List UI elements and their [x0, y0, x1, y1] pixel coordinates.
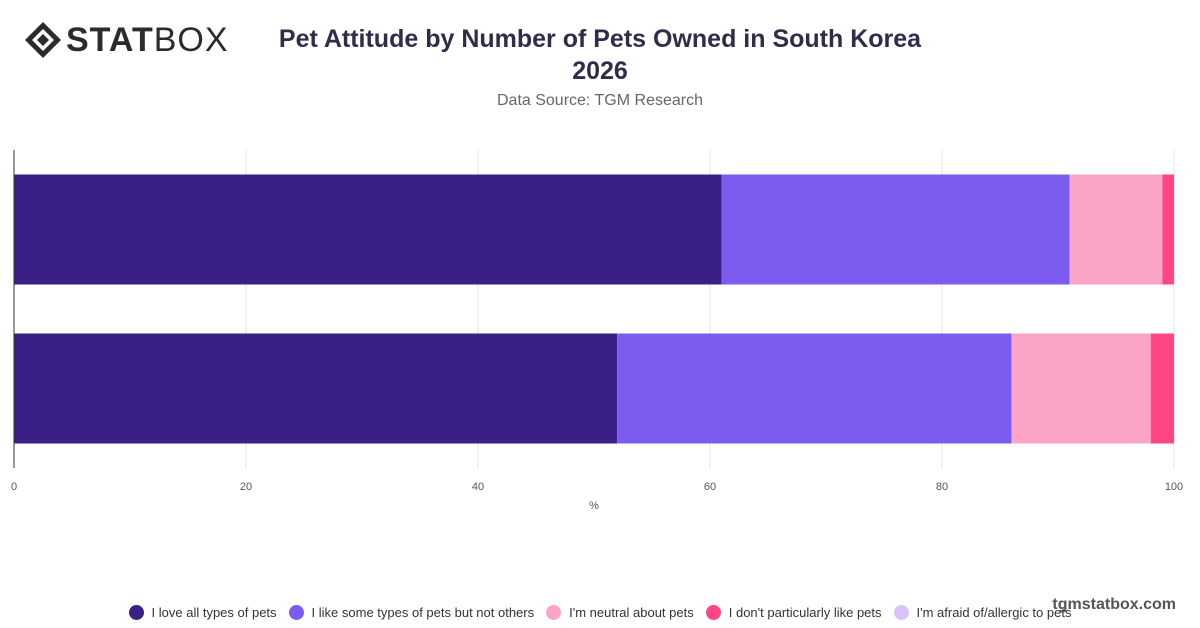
- bar-segment: [1162, 174, 1174, 285]
- legend-swatch: [546, 604, 562, 620]
- logo-text-bold: STAT: [66, 20, 154, 59]
- x-tick-label: 60: [704, 481, 716, 493]
- x-tick-label: 80: [936, 481, 948, 493]
- bar-segment: [617, 333, 1012, 444]
- legend-item[interactable]: I don't particularly like pets: [705, 604, 882, 620]
- legend-label: I'm afraid of/allergic to pets: [916, 604, 1072, 620]
- x-tick-label: 100: [1165, 481, 1183, 493]
- legend-swatch: [893, 604, 909, 620]
- chart-legend: I love all types of pets I like some type…: [0, 600, 1200, 624]
- bar-segment: [1069, 174, 1163, 285]
- chart-title: Pet Attitude by Number of Pets Owned in …: [278, 25, 922, 53]
- logo-text-light: BOX: [153, 20, 229, 59]
- legend-item[interactable]: I'm afraid of/allergic to pets: [893, 604, 1072, 620]
- statbox-logo: STAT BOX: [24, 20, 229, 60]
- legend-label: I love all types of pets: [151, 604, 277, 620]
- legend-item[interactable]: I like some types of pets but not others: [288, 604, 535, 620]
- x-axis-label: %: [589, 500, 599, 512]
- legend-item[interactable]: I love all types of pets: [128, 604, 277, 620]
- legend-swatch: [705, 604, 721, 620]
- bar-segment: [1011, 333, 1151, 444]
- diamond-logo-icon: [25, 22, 61, 58]
- watermark: tgmstatbox.com: [1052, 596, 1176, 613]
- bar-segment: [14, 174, 722, 285]
- x-tick-label: 0: [11, 481, 17, 493]
- legend-label: I don't particularly like pets: [728, 604, 882, 620]
- x-tick-label: 40: [472, 481, 484, 493]
- bar-segment: [721, 174, 1070, 285]
- legend-swatch: [288, 604, 304, 620]
- legend-label: I'm neutral about pets: [569, 604, 694, 620]
- chart-title-year: 2026: [572, 57, 628, 85]
- chart-subtitle: Data Source: TGM Research: [496, 92, 703, 109]
- bar-segment: [14, 333, 618, 444]
- bar-segment: [1150, 333, 1174, 444]
- legend-label: I like some types of pets but not others: [311, 604, 535, 620]
- legend-item[interactable]: I'm neutral about pets: [546, 604, 694, 620]
- x-tick-label: 20: [240, 481, 252, 493]
- legend-swatch: [128, 604, 144, 620]
